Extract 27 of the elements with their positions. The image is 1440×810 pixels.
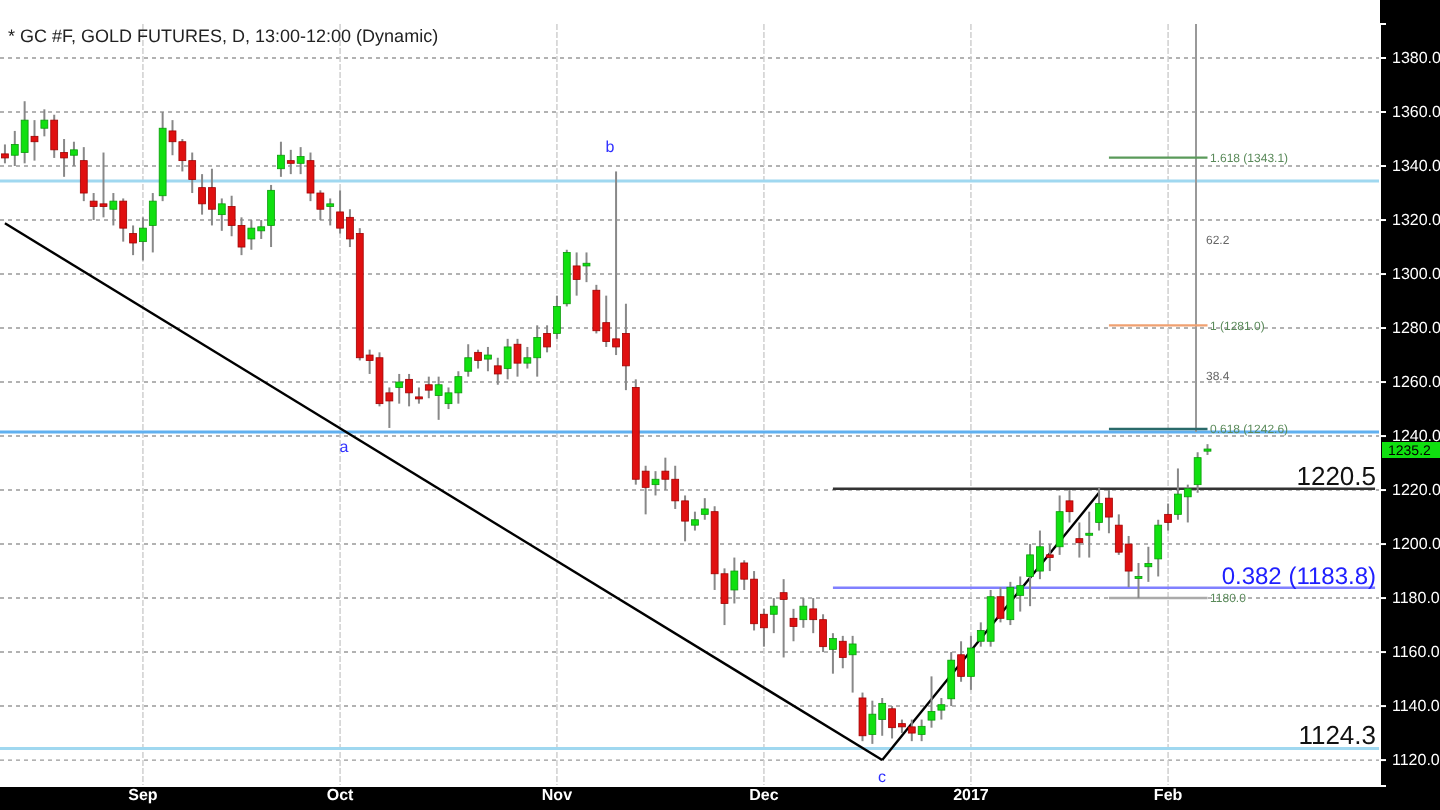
annotation: c xyxy=(878,768,886,786)
x-tick-label: Sep xyxy=(128,786,158,804)
y-tick-label: 1140.0 xyxy=(1392,697,1440,716)
y-tick-label: 1360.0 xyxy=(1392,103,1440,122)
annotation: 0.382 (1183.8) xyxy=(1221,561,1376,590)
annotation: b xyxy=(605,138,616,156)
annotation: 1124.3 xyxy=(1298,720,1376,751)
y-tick-label: 1280.0 xyxy=(1392,319,1440,338)
y-tick-label: 1320.0 xyxy=(1392,211,1440,230)
x-tick-label: 2017 xyxy=(953,786,990,804)
y-tick-label: 1120.0 xyxy=(1392,751,1440,770)
y-tick-label: 1200.0 xyxy=(1392,535,1440,554)
chart-title: * GC #F, GOLD FUTURES, D, 13:00-12:00 (Dynamic) xyxy=(8,26,439,46)
x-tick-label: Dec xyxy=(749,786,780,804)
x-tick-label: Nov xyxy=(541,786,574,804)
annotation: 1220.5 xyxy=(1296,460,1376,491)
annotation: a xyxy=(339,438,350,456)
y-tick-label: 1180.0 xyxy=(1392,589,1440,608)
x-tick-label: Oct xyxy=(326,786,355,804)
y-tick-label: 1160.0 xyxy=(1392,643,1440,662)
y-tick-label: 1300.0 xyxy=(1392,265,1440,284)
y-tick-label: 1260.0 xyxy=(1392,373,1440,392)
y-tick-label: 1220.0 xyxy=(1392,481,1440,500)
y-tick-label: 1340.0 xyxy=(1392,157,1440,176)
x-tick-label: Feb xyxy=(1153,786,1183,804)
y-tick-label: 1380.0 xyxy=(1392,49,1440,68)
y-tick-label: 1240.0 xyxy=(1392,427,1440,446)
